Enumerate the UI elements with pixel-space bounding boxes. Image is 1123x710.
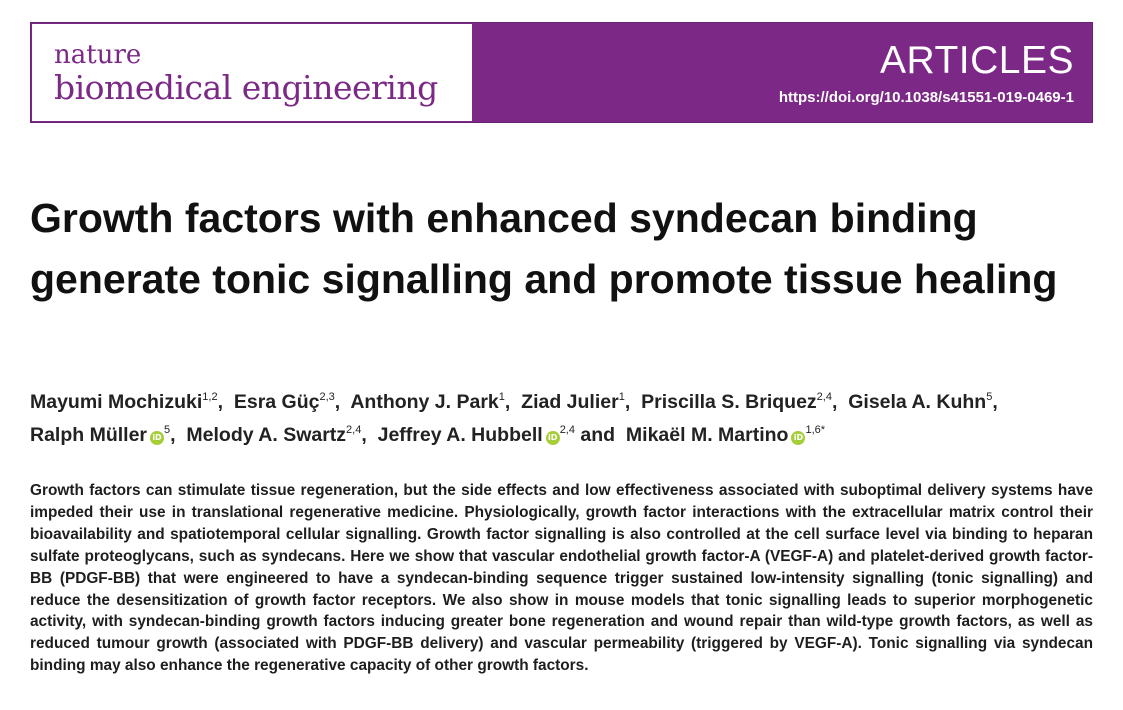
author-separator: , bbox=[831, 391, 843, 413]
author-affiliation: 2,4 bbox=[346, 424, 362, 436]
author-name[interactable]: Priscilla S. Briquez bbox=[641, 391, 817, 413]
author-separator: , bbox=[504, 391, 516, 413]
journal-header-banner: nature biomedical engineering ARTICLES h… bbox=[30, 22, 1093, 123]
journal-logo[interactable]: nature biomedical engineering bbox=[31, 23, 473, 122]
author-separator: , bbox=[170, 424, 181, 446]
abstract: Growth factors can stimulate tissue rege… bbox=[30, 482, 1093, 675]
author-name[interactable]: Esra Güç bbox=[233, 391, 320, 413]
author-name[interactable]: Mikaël M. Martino bbox=[625, 424, 789, 446]
orcid-icon[interactable]: iD bbox=[150, 431, 165, 445]
orcid-icon[interactable]: iD bbox=[545, 431, 560, 445]
author-separator: and bbox=[574, 424, 621, 446]
journal-name-line2: biomedical engineering bbox=[54, 68, 438, 107]
article-title: Growth factors with enhanced syndecan bi… bbox=[30, 195, 1058, 302]
author-name[interactable]: Ziad Julier bbox=[521, 391, 619, 413]
author-affiliation: 1 bbox=[498, 391, 505, 403]
author-affiliation: 1,2 bbox=[202, 391, 218, 403]
author-name[interactable]: Melody A. Swartz bbox=[186, 424, 347, 446]
section-label: ARTICLES bbox=[879, 39, 1074, 82]
journal-name-line1: nature bbox=[54, 40, 142, 70]
author-affiliation: 2,4 bbox=[816, 391, 832, 403]
author-separator: , bbox=[361, 424, 373, 446]
author-affiliation: 1 bbox=[618, 391, 625, 403]
author-separator: , bbox=[334, 391, 346, 413]
doi-link[interactable]: https://doi.org/10.1038/s41551-019-0469-… bbox=[778, 89, 1074, 106]
author-name[interactable]: Mayumi Mochizuki bbox=[30, 391, 203, 413]
author-list: Mayumi Mochizuki1,2, Esra Güç2,3, Anthon… bbox=[30, 386, 1100, 452]
orcid-icon[interactable]: iD bbox=[791, 431, 806, 445]
author-name[interactable]: Jeffrey A. Hubbell bbox=[377, 424, 543, 446]
author-affiliation: 1,6* bbox=[805, 424, 826, 436]
author-affiliation: 5 bbox=[986, 391, 993, 403]
author-separator: , bbox=[217, 391, 229, 413]
author-affiliation: 5 bbox=[164, 424, 171, 436]
author-name[interactable]: Anthony J. Park bbox=[350, 391, 499, 413]
author-name[interactable]: Ralph Müller bbox=[30, 424, 148, 446]
author-separator: , bbox=[624, 391, 636, 413]
author-separator: , bbox=[992, 391, 1004, 413]
author-affiliation: 2,4 bbox=[559, 424, 575, 436]
author-name[interactable]: Gisela A. Kuhn bbox=[848, 391, 987, 413]
author-affiliation: 2,3 bbox=[319, 391, 335, 403]
